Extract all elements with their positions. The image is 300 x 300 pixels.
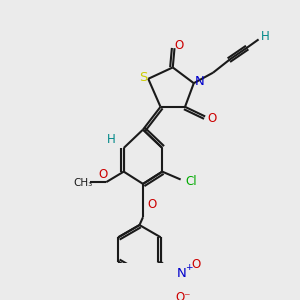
Text: O: O <box>174 39 184 52</box>
Text: S: S <box>139 70 147 84</box>
Text: O⁻: O⁻ <box>176 291 191 300</box>
Text: CH₃: CH₃ <box>74 178 93 188</box>
Text: +: + <box>185 263 193 272</box>
Text: O: O <box>147 197 156 211</box>
Text: H: H <box>261 30 270 43</box>
Text: O: O <box>98 168 107 181</box>
Text: H: H <box>107 133 116 146</box>
Text: Cl: Cl <box>185 175 197 188</box>
Text: O: O <box>191 258 200 271</box>
Text: N: N <box>177 267 187 280</box>
Text: O: O <box>208 112 217 125</box>
Text: N: N <box>195 75 205 88</box>
